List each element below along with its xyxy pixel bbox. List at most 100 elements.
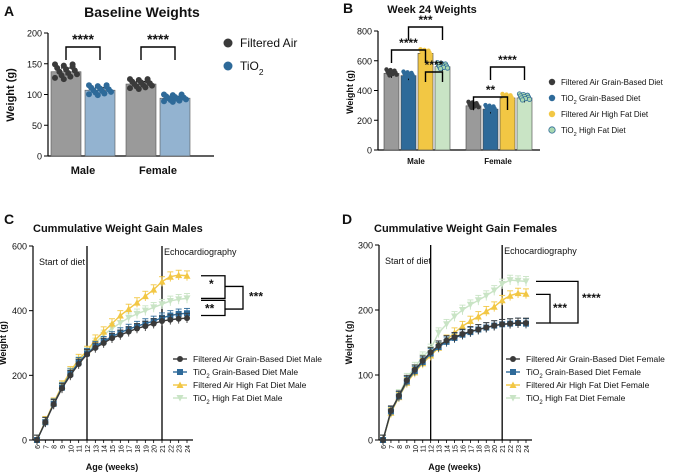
panel-c-point (150, 286, 158, 293)
panel-c-x-tick-label: 7 (43, 445, 50, 449)
panel-c-x-tick-label: 14 (102, 445, 109, 453)
panel-d-point (515, 320, 522, 326)
panel-c-point (100, 328, 108, 335)
panel-d-series (379, 274, 530, 445)
panel-b-point (428, 52, 433, 57)
panel-d-title: Cummulative Weight Gain Females (374, 223, 557, 235)
panel-d-point (483, 324, 490, 331)
panel-d-point (427, 349, 434, 356)
panel-c-legend-label: Filtered Air High Fat Diet Male (193, 380, 307, 390)
panel-c-point (133, 310, 141, 318)
panel-a-sig-label: **** (72, 31, 94, 47)
panel-c-point (92, 344, 99, 351)
panel-d-point (498, 281, 506, 288)
panel-d-point (458, 322, 466, 330)
panel-c-point (183, 272, 191, 279)
panel-c-point (158, 301, 166, 308)
panel-c-title: Cummulative Weight Gain Males (33, 223, 203, 235)
panel-b-sig-label: **** (399, 36, 418, 50)
panel-a-bar (50, 71, 82, 157)
panel-b-legend-label: Filtered Air Grain-Based Diet (561, 78, 664, 87)
panel-d-legend-marker (510, 356, 516, 362)
panel-a-point (52, 74, 58, 81)
panel-c-series-line (36, 274, 188, 441)
panel-d-point (499, 321, 506, 328)
panel-c-legend-marker (177, 356, 183, 362)
panel-d-point (451, 313, 458, 320)
panel-d-legend-label: TiO2 Grain-Based Diet Female (526, 367, 641, 380)
panel-c-x-tick-label: 21 (160, 445, 167, 453)
panel-a-title: Baseline Weights (84, 4, 200, 20)
panel-b-bar (400, 75, 417, 151)
panel-b-legend-marker (548, 94, 556, 102)
panel-b-point (503, 97, 508, 103)
panel-a-legend-label: TiO2 (240, 59, 264, 77)
panel-d-point (443, 337, 450, 344)
panel-b-sig-bracket (424, 71, 444, 82)
panel-c-series (34, 312, 190, 445)
panel-b-sig-bracket (407, 26, 444, 40)
panel-c-point (42, 419, 49, 426)
panel-d-sig-label: **** (582, 291, 601, 305)
panel-b-point (444, 65, 451, 71)
panel-a-legend-marker (223, 38, 233, 48)
panel-d-point (523, 320, 529, 326)
panel-letter-a: A (4, 3, 14, 19)
panel-c-legend-label: TiO2 Grain-Based Diet Male (193, 367, 298, 380)
panel-c-x-label: Age (weeks) (86, 462, 139, 472)
panel-c-point (167, 316, 174, 323)
panel-d-legend-label: TiO2 High Fat Diet Female (526, 393, 626, 406)
panel-c-legend: Filtered Air Grain-Based Diet Male TiO2 G… (173, 354, 322, 406)
panel-c-point (67, 372, 74, 379)
panel-c-legend-marker (176, 395, 184, 402)
panel-b-legend-marker (548, 126, 556, 134)
panel-a-bar (84, 89, 116, 157)
panel-c-point (175, 315, 182, 322)
panel-d-x-tick-label: 7 (389, 445, 396, 449)
panel-c-point (108, 325, 116, 332)
panel-d-point (514, 277, 522, 285)
panel-b-sig-bracket (489, 66, 526, 80)
panel-a-x-tick-label: Female (139, 165, 177, 177)
panel-b-point (486, 108, 491, 114)
panel-b-y-label: Weight (g) (345, 70, 355, 114)
panel-c-point (125, 328, 132, 335)
panel-c-point (150, 304, 158, 311)
panel-d-sig-label: *** (553, 301, 567, 315)
panel-d-x-tick-label: 24 (524, 445, 531, 453)
panel-c-point (109, 335, 115, 342)
panel-c-point (142, 323, 149, 330)
panel-c-y-tick-label: 600 (12, 242, 27, 252)
panel-a-bar (159, 97, 191, 157)
panel-a-point (94, 92, 101, 99)
panel-a-point (169, 98, 176, 105)
panel-d-legend-marker (510, 369, 516, 375)
panel-d-x-tick-label: 14 (445, 445, 452, 453)
panel-b-legend: Filtered Air Grain-Based Diet TiO2 Grain-… (548, 78, 664, 138)
panel-d-point (490, 287, 498, 294)
panel-d-y-label: Weight (g) (344, 321, 354, 365)
panel-d-point (466, 317, 474, 325)
panel-d-x-tick-label: 18 (476, 445, 483, 453)
panel-a-legend-marker (223, 61, 233, 71)
panel-b-x-tick-label: Female (484, 157, 512, 166)
panel-letter-c: C (4, 211, 14, 227)
panel-c-x-tick-label: 22 (168, 445, 175, 453)
panel-c-point (166, 273, 174, 280)
panel-b-y-tick-label: 400 (357, 86, 372, 96)
panel-b-point (411, 74, 416, 80)
panel-b-y-tick-label: 600 (357, 56, 372, 66)
panel-c-sig-label: *** (249, 289, 263, 303)
panel-c-point (84, 351, 90, 358)
panel-b-point (394, 72, 399, 77)
panel-c-point (125, 314, 133, 322)
panel-b-point (493, 108, 498, 113)
panel-d-point (475, 326, 482, 333)
panel-b-legend-label: TiO2 High Fat Diet (561, 126, 626, 138)
panel-c-x-tick-label: 10 (68, 445, 75, 453)
panel-c-sig-bracket (201, 299, 226, 317)
panel-d-x-tick-label: 21 (500, 445, 507, 453)
panel-letter-d: D (342, 211, 352, 227)
panel-d-x-tick-label: 22 (508, 445, 515, 453)
